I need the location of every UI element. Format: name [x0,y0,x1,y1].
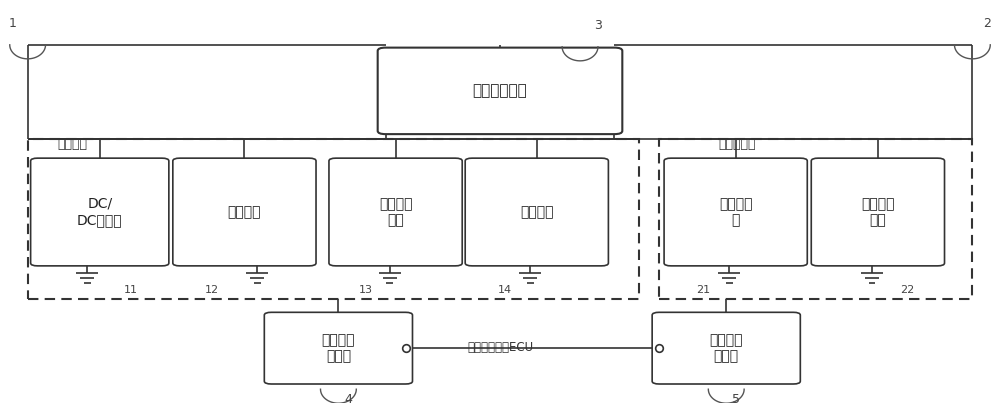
Text: 1: 1 [9,17,17,30]
FancyBboxPatch shape [811,158,945,266]
Text: 主蓄电池: 主蓄电池 [228,205,261,219]
FancyBboxPatch shape [31,158,169,266]
FancyBboxPatch shape [652,312,800,384]
Bar [659,139,972,299]
Text: 5: 5 [732,393,740,406]
Text: 22: 22 [901,285,915,295]
FancyBboxPatch shape [378,47,622,134]
Text: 4: 4 [344,393,352,406]
Text: 冗余电源区: 冗余电源区 [719,138,756,151]
Text: 21: 21 [696,285,710,295]
FancyBboxPatch shape [329,158,462,266]
Text: 13: 13 [359,285,373,295]
Text: 第一电池
传感器: 第一电池 传感器 [322,333,355,363]
Text: 常规负载: 常规负载 [520,205,554,219]
FancyBboxPatch shape [664,158,807,266]
Text: 第一安全
负载: 第一安全 负载 [379,197,412,227]
FancyBboxPatch shape [264,312,412,384]
Text: 3: 3 [594,19,602,32]
Text: 电源隔离模块: 电源隔离模块 [473,83,527,99]
Bar [28,139,639,299]
Text: 第二安全
负载: 第二安全 负载 [861,197,895,227]
Text: 14: 14 [497,285,512,295]
Text: 备份蓄电
池: 备份蓄电 池 [719,197,752,227]
Text: 第二电池
传感器: 第二电池 传感器 [709,333,743,363]
FancyBboxPatch shape [173,158,316,266]
Text: DC/
DC转换器: DC/ DC转换器 [77,197,123,227]
Text: 主电源区: 主电源区 [57,138,87,151]
Text: 12: 12 [205,285,219,295]
Text: 整车控制器或ECU: 整车控制器或ECU [467,342,533,355]
Text: 2: 2 [983,17,991,30]
Text: 11: 11 [124,285,138,295]
FancyBboxPatch shape [465,158,608,266]
